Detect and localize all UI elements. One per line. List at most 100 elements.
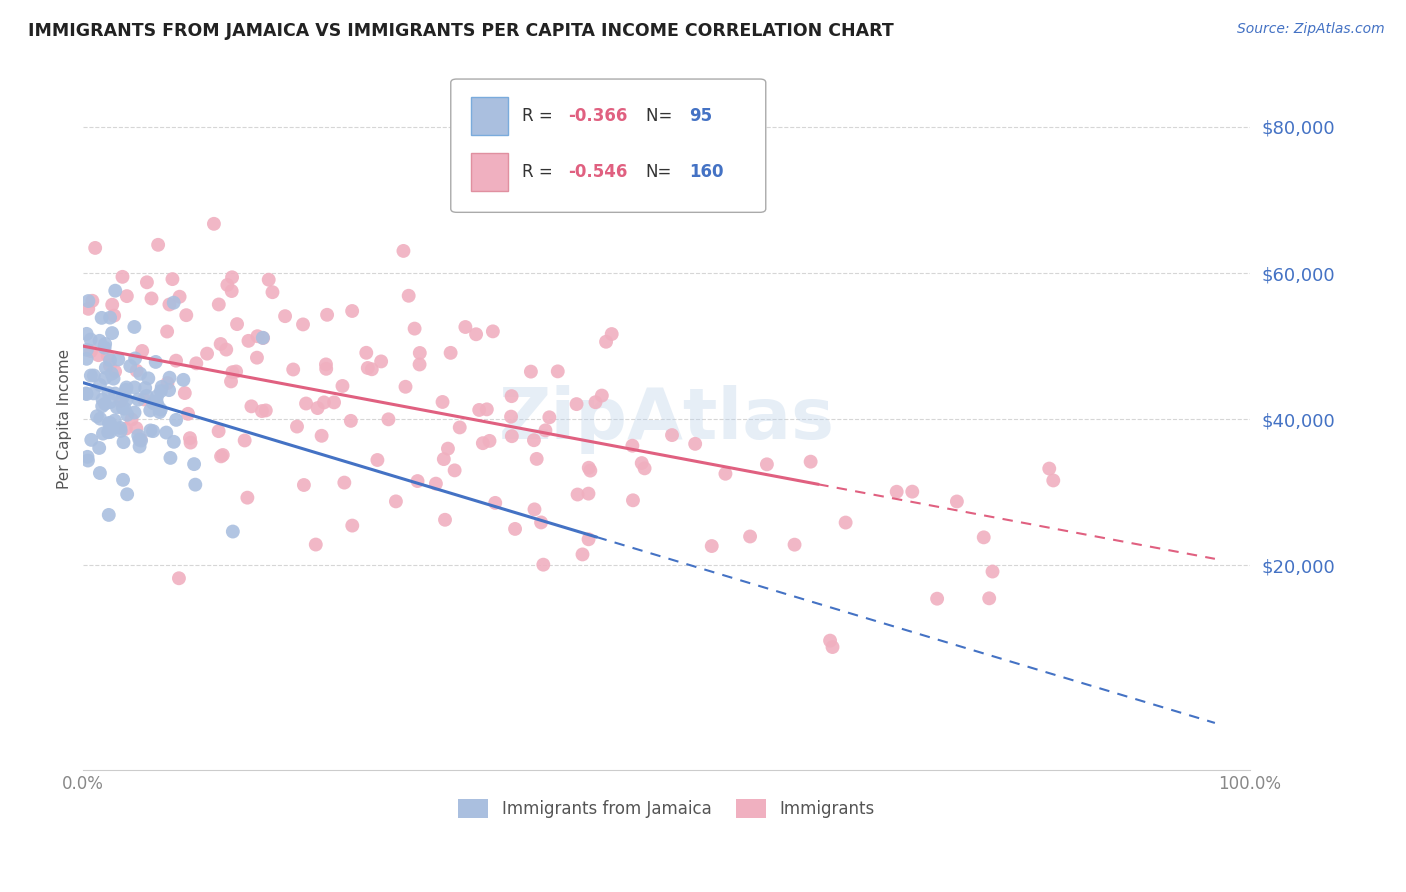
Point (149, 384, 172, 398)
Point (89, 334, 111, 348)
Point (124, 320, 146, 334)
Point (115, 487, 138, 501)
Point (110, 394, 132, 409)
Point (120, 359, 142, 373)
Point (484, 496, 506, 510)
Point (76, 450, 98, 464)
Point (901, 484, 924, 499)
Point (94, 397, 117, 411)
Text: 160: 160 (689, 162, 723, 181)
Point (530, 516, 553, 530)
Point (157, 383, 180, 397)
Point (146, 399, 169, 413)
Point (129, 367, 152, 381)
Point (392, 244, 415, 258)
Point (661, 428, 683, 442)
Point (139, 424, 162, 438)
Point (141, 292, 163, 306)
Point (621, 439, 644, 453)
Point (107, 352, 129, 367)
Point (633, 461, 655, 475)
Point (156, 376, 179, 390)
Point (104, 386, 127, 401)
Point (174, 308, 197, 322)
Point (135, 275, 157, 289)
Point (98, 353, 121, 368)
Point (115, 380, 138, 394)
Point (683, 437, 706, 451)
FancyBboxPatch shape (471, 96, 508, 136)
Point (238, 334, 260, 348)
Point (115, 289, 138, 303)
Point (80, 368, 103, 383)
Point (79, 333, 101, 347)
Point (600, 326, 623, 341)
Point (821, 640, 844, 654)
Point (432, 395, 454, 409)
Point (404, 321, 426, 335)
Point (316, 308, 339, 322)
Point (86, 409, 108, 424)
Point (979, 591, 1001, 606)
Point (783, 538, 806, 552)
Point (501, 389, 523, 403)
Point (565, 397, 588, 411)
Text: ZipAtlas: ZipAtlas (499, 384, 835, 454)
Point (567, 487, 589, 501)
Point (97, 386, 120, 401)
Point (323, 395, 346, 409)
Point (252, 331, 274, 345)
Point (162, 272, 184, 286)
Point (225, 364, 247, 378)
Point (104, 413, 127, 427)
Point (103, 309, 125, 323)
Point (394, 380, 416, 394)
Point (129, 434, 152, 448)
Point (516, 186, 538, 200)
Point (927, 591, 949, 606)
Point (523, 434, 546, 448)
Point (209, 337, 232, 351)
Point (146, 237, 169, 252)
Point (91, 426, 114, 441)
Point (332, 379, 354, 393)
Point (149, 402, 172, 417)
Point (714, 467, 737, 481)
Point (454, 320, 477, 334)
Text: -0.546: -0.546 (568, 162, 628, 181)
Point (221, 270, 243, 285)
Legend: Immigrants from Jamaica, Immigrants: Immigrants from Jamaica, Immigrants (451, 793, 882, 825)
Point (142, 424, 165, 438)
Point (437, 442, 460, 456)
Point (531, 558, 554, 572)
Point (738, 529, 761, 543)
Point (439, 346, 461, 360)
Point (125, 364, 148, 378)
Point (84, 241, 107, 255)
Point (356, 346, 378, 360)
Point (165, 353, 187, 368)
Text: N=: N= (645, 162, 672, 181)
Point (127, 428, 149, 442)
Point (111, 391, 134, 405)
Point (202, 217, 225, 231)
Point (800, 455, 823, 469)
Text: Source: ZipAtlas.com: Source: ZipAtlas.com (1237, 22, 1385, 37)
Point (97, 508, 120, 522)
Point (370, 354, 392, 368)
Point (75, 386, 97, 401)
Point (409, 346, 432, 360)
Point (186, 356, 208, 370)
Point (112, 435, 135, 450)
Point (478, 434, 501, 448)
Point (89, 466, 111, 480)
Point (307, 401, 329, 415)
Point (94, 360, 117, 375)
Point (482, 324, 505, 338)
FancyBboxPatch shape (451, 79, 766, 212)
Point (1038, 461, 1060, 475)
Point (167, 571, 190, 585)
Point (156, 325, 179, 339)
Point (834, 516, 856, 530)
Point (1042, 474, 1064, 488)
